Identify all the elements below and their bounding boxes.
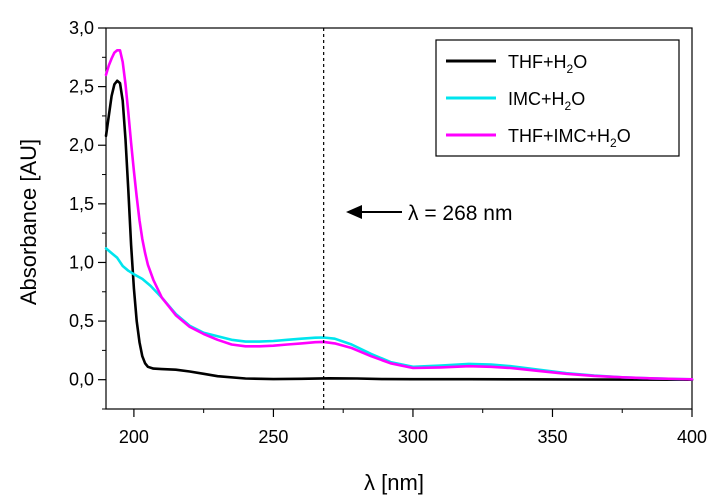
x-tick-label: 300: [398, 427, 428, 447]
y-tick-label: 3,0: [69, 18, 94, 38]
y-tick-label: 2,0: [69, 135, 94, 155]
series-line-3: [104, 49, 694, 381]
y-tick-label: 0,5: [69, 311, 94, 331]
y-axis-title: Absorbance [AU]: [16, 139, 41, 305]
y-tick-label: 0,0: [69, 370, 94, 390]
y-tick-label: 1,0: [69, 252, 94, 272]
tick-group: 200 250 300 350 400 0,0 0,5 1,0 1,5 2,0 2,5 3,0: [69, 18, 707, 447]
series-line-2: [104, 247, 694, 381]
x-tick-label: 200: [119, 427, 149, 447]
legend-item-1: THF+H2O: [446, 52, 587, 76]
legend-label-3: THF+IMC+H2O: [508, 126, 631, 150]
annotation-label: λ = 268 nm: [408, 202, 512, 225]
legend-item-3: THF+IMC+H2O: [446, 126, 631, 150]
legend-label-1: THF+H2O: [508, 52, 587, 76]
x-tick-label: 400: [677, 427, 707, 447]
legend-label-2: IMC+H2O: [508, 89, 585, 113]
annotation-arrow: [346, 205, 402, 219]
series-lines: [104, 49, 694, 381]
y-tick-label: 1,5: [69, 194, 94, 214]
x-tick-label: 250: [258, 427, 288, 447]
x-tick-label: 350: [537, 427, 567, 447]
series-line-1: [104, 79, 694, 381]
legend: THF+H2O IMC+H2O THF+IMC+H2O: [435, 39, 680, 157]
y-tick-label: 2,5: [69, 77, 94, 97]
x-axis-title: λ [nm]: [364, 470, 424, 495]
plot-frame: [105, 27, 693, 410]
legend-item-2: IMC+H2O: [446, 89, 585, 113]
